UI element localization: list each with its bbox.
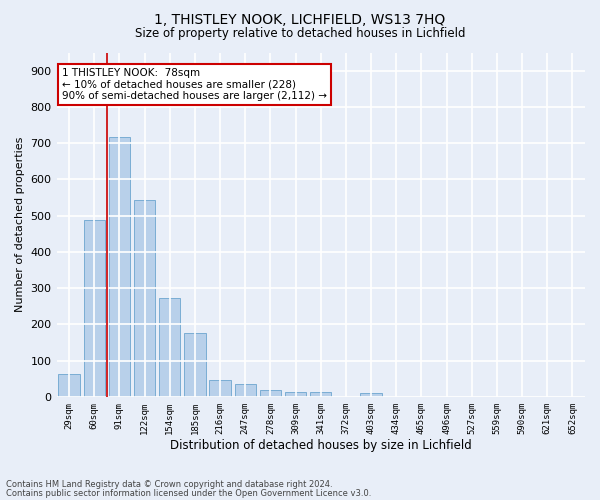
Text: Contains HM Land Registry data © Crown copyright and database right 2024.: Contains HM Land Registry data © Crown c… [6, 480, 332, 489]
Text: Contains public sector information licensed under the Open Government Licence v3: Contains public sector information licen… [6, 488, 371, 498]
Bar [58, 374, 80, 397]
Bar [109, 137, 130, 397]
Bar [184, 334, 206, 397]
Bar [83, 220, 105, 397]
Y-axis label: Number of detached properties: Number of detached properties [15, 137, 25, 312]
Bar [260, 390, 281, 397]
Bar [285, 392, 307, 397]
Bar [235, 384, 256, 397]
Bar [159, 298, 181, 397]
Bar [310, 392, 331, 397]
Bar [361, 393, 382, 397]
Text: Size of property relative to detached houses in Lichfield: Size of property relative to detached ho… [135, 28, 465, 40]
X-axis label: Distribution of detached houses by size in Lichfield: Distribution of detached houses by size … [170, 440, 472, 452]
Bar [209, 380, 231, 397]
Bar [134, 200, 155, 397]
Text: 1 THISTLEY NOOK:  78sqm
← 10% of detached houses are smaller (228)
90% of semi-d: 1 THISTLEY NOOK: 78sqm ← 10% of detached… [62, 68, 327, 101]
Text: 1, THISTLEY NOOK, LICHFIELD, WS13 7HQ: 1, THISTLEY NOOK, LICHFIELD, WS13 7HQ [154, 12, 446, 26]
